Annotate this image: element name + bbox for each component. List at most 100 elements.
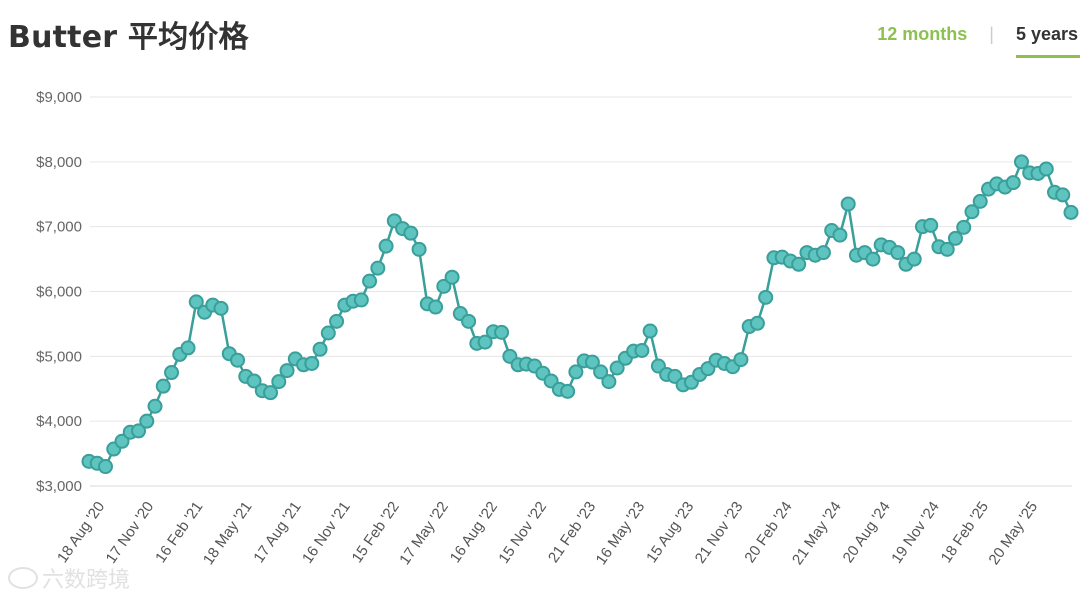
tab-12-months[interactable]: 12 months — [877, 24, 968, 44]
data-point — [634, 342, 650, 358]
data-point — [972, 193, 988, 209]
data-point — [312, 341, 328, 357]
data-point — [601, 374, 617, 390]
x-tick-label: 17 May '22 — [396, 499, 452, 568]
data-point — [815, 245, 831, 261]
x-tick-label: 20 May '25 — [985, 499, 1041, 568]
x-tick-label: 16 Feb '21 — [152, 499, 206, 566]
data-point — [131, 423, 147, 439]
data-point — [411, 241, 427, 257]
data-point — [436, 278, 452, 294]
data-point — [560, 383, 576, 399]
data-point — [304, 355, 320, 371]
x-tick-label: 17 Nov '20 — [103, 499, 158, 567]
data-point — [568, 364, 584, 380]
data-point — [1013, 154, 1029, 170]
data-point — [840, 196, 856, 212]
x-tick-label: 15 Aug '23 — [643, 499, 697, 566]
series-markers — [81, 154, 1079, 475]
data-point — [147, 398, 163, 414]
y-tick-label: $5,000 — [36, 348, 82, 365]
data-point — [1005, 175, 1021, 191]
data-point — [263, 385, 279, 401]
data-point — [230, 352, 246, 368]
data-point — [584, 354, 600, 370]
data-point — [939, 241, 955, 257]
x-tick-label: 18 May '21 — [200, 499, 256, 568]
data-point — [593, 364, 609, 380]
x-tick-label: 16 May '23 — [593, 499, 649, 568]
watermark-text: 六数跨境 — [42, 568, 131, 593]
x-tick-label: 16 Aug '22 — [447, 499, 501, 566]
x-tick-label: 15 Nov '22 — [495, 499, 550, 567]
y-tick-label: $4,000 — [36, 413, 82, 430]
watermark: 六数跨境 — [8, 562, 130, 594]
data-point — [461, 313, 477, 329]
data-point — [947, 230, 963, 246]
data-point — [791, 256, 807, 272]
chart-header: Butter 平均价格 12 months | 5 years — [0, 0, 1080, 70]
range-tabs: 12 months | 5 years — [877, 22, 1080, 58]
data-point — [444, 269, 460, 285]
data-point — [477, 334, 493, 350]
data-point — [164, 365, 180, 381]
watermark-logo-icon — [8, 567, 38, 589]
data-point — [1055, 187, 1071, 203]
data-point — [370, 260, 386, 276]
data-point — [246, 373, 262, 389]
data-point — [758, 289, 774, 305]
data-point — [329, 313, 345, 329]
tab-separator: | — [989, 24, 994, 44]
data-point — [923, 217, 939, 233]
y-tick-label: $3,000 — [36, 478, 82, 495]
data-point — [279, 363, 295, 379]
data-point — [1038, 161, 1054, 177]
x-tick-label: 16 Nov '21 — [299, 499, 354, 567]
data-point — [956, 219, 972, 235]
y-axis: $3,000 $4,000 $5,000 $6,000 $7,000 $8,000 $9,0… — [36, 89, 82, 495]
data-point — [271, 374, 287, 390]
data-point — [890, 245, 906, 261]
x-tick-label: 21 Nov '23 — [692, 499, 747, 567]
data-point — [964, 204, 980, 220]
data-point — [114, 433, 130, 449]
y-tick-label: $9,000 — [36, 89, 82, 106]
x-tick-label: 21 May '24 — [789, 499, 845, 568]
data-point — [362, 273, 378, 289]
data-point — [494, 324, 510, 340]
data-point — [609, 360, 625, 376]
data-point — [213, 300, 229, 316]
data-point — [749, 315, 765, 331]
data-point — [906, 251, 922, 267]
data-point — [98, 459, 114, 475]
x-tick-label: 21 Feb '23 — [545, 499, 599, 566]
x-tick-label: 20 Feb '24 — [741, 499, 795, 566]
gridlines — [90, 96, 1072, 487]
data-point — [180, 340, 196, 356]
x-tick-label: 18 Feb '25 — [938, 499, 992, 566]
data-point — [378, 238, 394, 254]
data-point — [832, 227, 848, 243]
x-tick-label: 17 Aug '21 — [250, 499, 304, 566]
y-tick-label: $8,000 — [36, 154, 82, 171]
data-point — [865, 251, 881, 267]
x-tick-label: 15 Feb '22 — [349, 499, 403, 566]
x-tick-label: 18 Aug '20 — [54, 499, 108, 566]
data-point — [428, 299, 444, 315]
data-point — [155, 378, 171, 394]
x-tick-label: 20 Aug '24 — [840, 499, 894, 566]
data-point — [139, 413, 155, 429]
data-point — [403, 225, 419, 241]
data-point — [642, 323, 658, 339]
data-point — [320, 325, 336, 341]
data-point — [733, 352, 749, 368]
data-point — [188, 294, 204, 310]
tab-5-years[interactable]: 5 years — [1015, 22, 1080, 58]
data-point — [353, 292, 369, 308]
x-tick-label: 19 Nov '24 — [888, 499, 943, 567]
page-title: Butter 平均价格 — [8, 20, 249, 55]
y-tick-label: $6,000 — [36, 284, 82, 301]
y-tick-label: $7,000 — [36, 219, 82, 236]
